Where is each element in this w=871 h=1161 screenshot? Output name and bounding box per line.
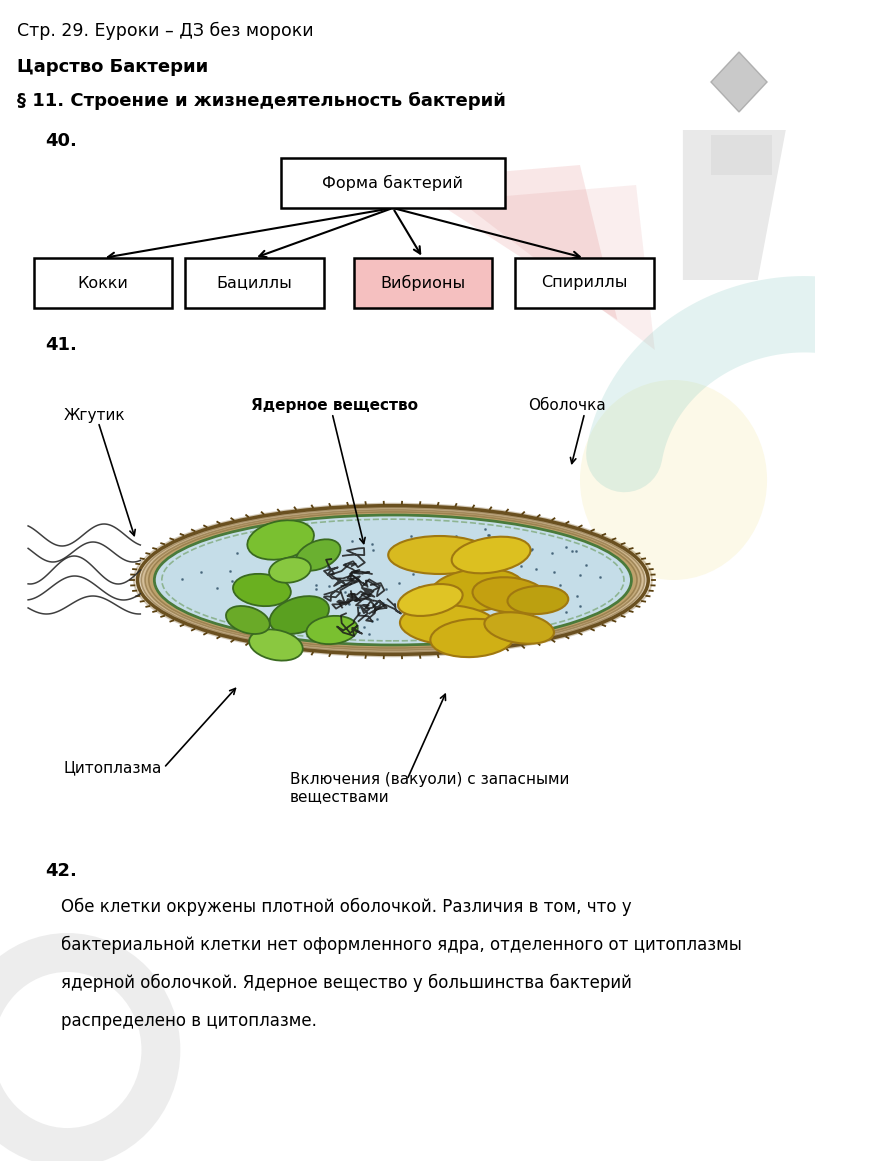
Ellipse shape	[269, 557, 311, 583]
Ellipse shape	[307, 615, 358, 644]
Text: ядерной оболочкой. Ядерное вещество у большинства бактерий: ядерной оболочкой. Ядерное вещество у бо…	[61, 974, 631, 993]
Ellipse shape	[430, 569, 523, 612]
Ellipse shape	[388, 536, 491, 574]
Text: 42.: 42.	[45, 861, 77, 880]
Bar	[516, 258, 654, 308]
Ellipse shape	[484, 612, 554, 643]
Ellipse shape	[149, 512, 637, 648]
Text: Цитоплазма: Цитоплазма	[64, 760, 162, 776]
Ellipse shape	[134, 504, 652, 656]
Bar	[354, 258, 492, 308]
Bar	[711, 135, 772, 175]
Bar	[186, 258, 324, 308]
Bar	[34, 258, 172, 308]
Text: Обе клетки окружены плотной оболочкой. Различия в том, что у: Обе клетки окружены плотной оболочкой. Р…	[61, 897, 631, 916]
Text: Царство Бактерии: Царство Бактерии	[17, 58, 208, 75]
Ellipse shape	[452, 536, 530, 574]
Ellipse shape	[21, 1002, 114, 1097]
Polygon shape	[458, 185, 655, 349]
Ellipse shape	[249, 629, 303, 661]
Ellipse shape	[226, 606, 270, 634]
Ellipse shape	[430, 619, 515, 657]
Ellipse shape	[508, 586, 568, 614]
Ellipse shape	[400, 605, 498, 646]
Ellipse shape	[233, 574, 291, 606]
Polygon shape	[711, 52, 767, 111]
Text: 40.: 40.	[45, 132, 77, 150]
Ellipse shape	[295, 540, 341, 571]
Text: Бациллы: Бациллы	[217, 275, 293, 290]
Text: бактериальной клетки нет оформленного ядра, отделенного от цитоплазмы: бактериальной клетки нет оформленного яд…	[61, 936, 742, 954]
Ellipse shape	[141, 507, 645, 652]
Ellipse shape	[154, 515, 631, 646]
Ellipse shape	[398, 584, 463, 616]
Text: § 11. Строение и жизнедеятельность бактерий: § 11. Строение и жизнедеятельность бакте…	[17, 92, 506, 110]
Ellipse shape	[472, 577, 547, 613]
Ellipse shape	[247, 520, 314, 560]
Text: Стр. 29. Еуроки – ДЗ без мороки: Стр. 29. Еуроки – ДЗ без мороки	[17, 22, 314, 41]
Text: Спириллы: Спириллы	[542, 275, 628, 290]
Ellipse shape	[270, 596, 329, 634]
Ellipse shape	[138, 506, 648, 655]
Bar	[280, 158, 505, 208]
Polygon shape	[683, 130, 786, 280]
Text: Жгутик: Жгутик	[64, 408, 125, 423]
Text: Оболочка: Оболочка	[529, 398, 606, 413]
Text: Форма бактерий: Форма бактерий	[322, 175, 463, 192]
Text: Кокки: Кокки	[78, 275, 128, 290]
Ellipse shape	[145, 510, 641, 650]
Text: Вибрионы: Вибрионы	[381, 275, 465, 291]
Ellipse shape	[580, 380, 767, 580]
Text: 41.: 41.	[45, 336, 77, 354]
Text: распределено в цитоплазме.: распределено в цитоплазме.	[61, 1012, 317, 1030]
Polygon shape	[402, 165, 618, 320]
Text: Ядерное вещество: Ядерное вещество	[251, 398, 418, 413]
Text: Включения (вакуоли) с запасными
веществами: Включения (вакуоли) с запасными вещества…	[290, 772, 570, 805]
